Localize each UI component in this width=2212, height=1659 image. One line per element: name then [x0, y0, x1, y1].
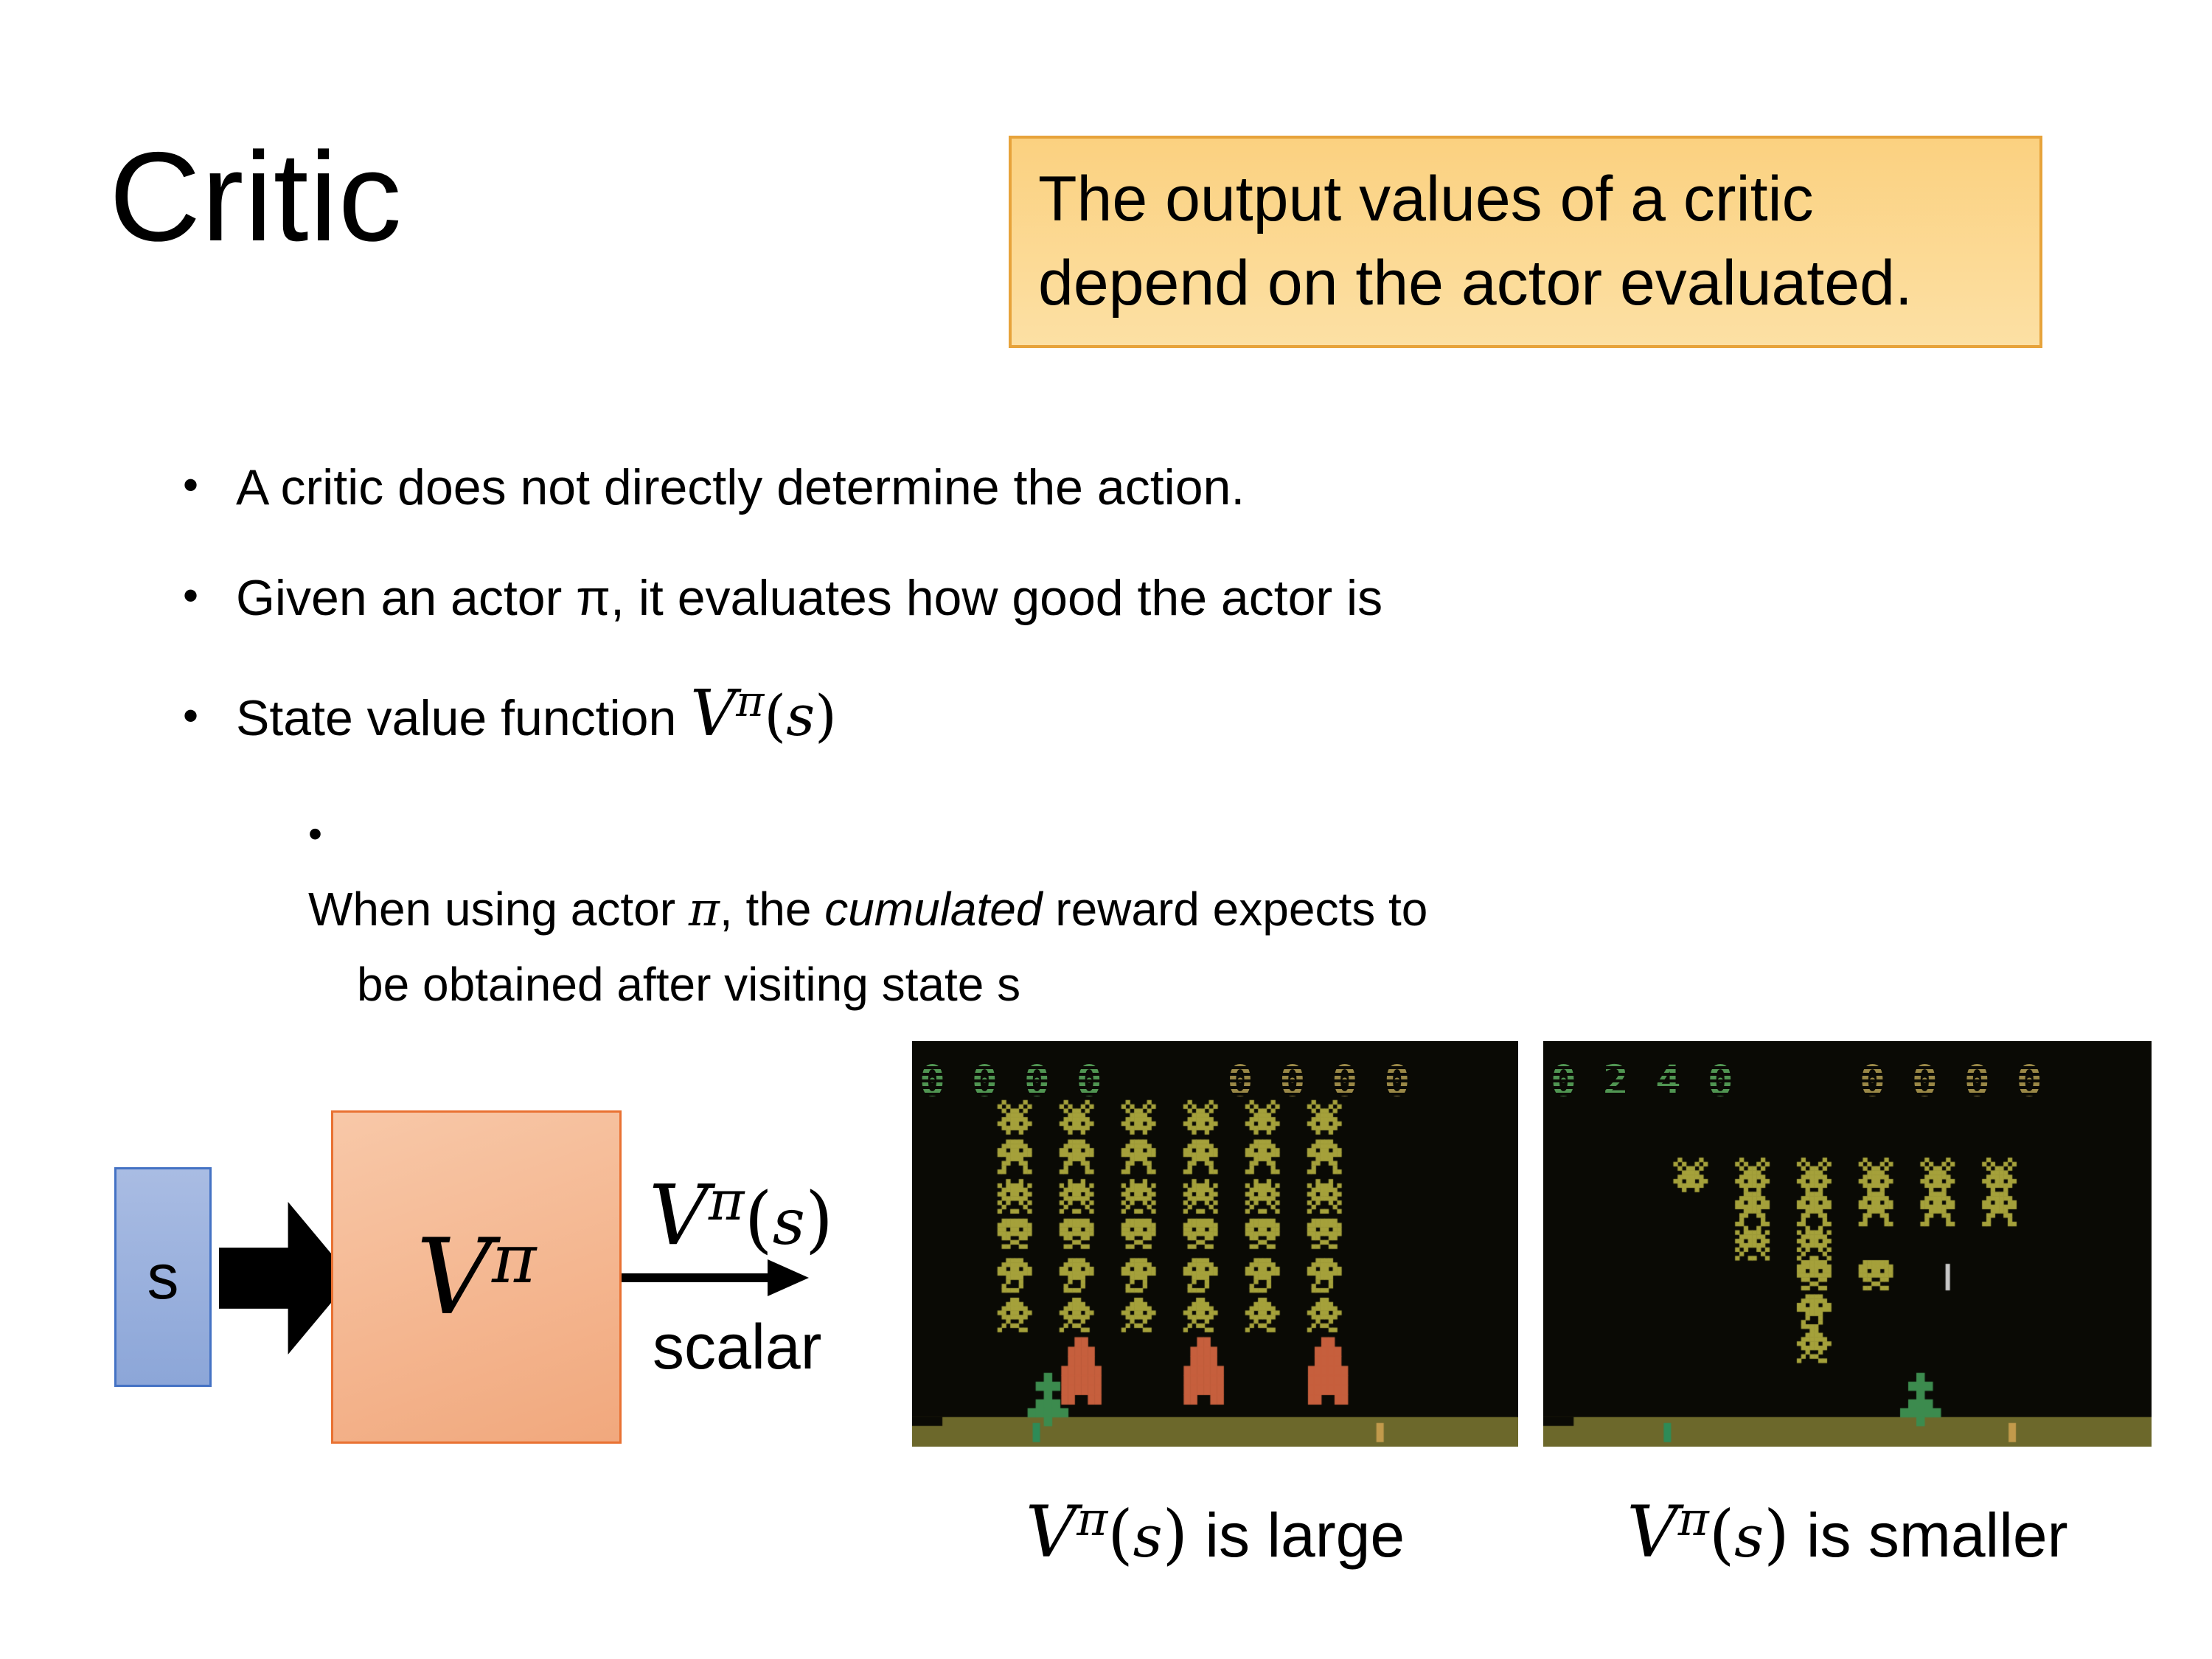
bullet-item-3: • State value function Vπ(s) [183, 675, 2070, 751]
callout-line-1: The output values of a critic [1038, 164, 1814, 234]
sub-text-italic: cumulated [824, 883, 1043, 936]
math-pi-sup: π [708, 1169, 745, 1233]
math-v: V [416, 1216, 493, 1338]
math-s: s [1133, 1504, 1163, 1571]
game-screen-small-value: 0240 0000 [1543, 1041, 2152, 1447]
bullet-text: Given an actor π, it evaluates how good … [236, 570, 1383, 626]
state-label: s [147, 1241, 179, 1312]
math-s: s [772, 1186, 805, 1259]
math-paren: ( [764, 683, 787, 748]
math-v: V [690, 677, 737, 751]
page-title: Critic [109, 126, 403, 268]
math-paren: ( [1708, 1496, 1735, 1572]
caption-text: is smaller [1789, 1500, 2068, 1570]
math-paren: ) [1764, 1496, 1790, 1572]
scalar-label: scalar [653, 1312, 822, 1382]
bullet-text: State value function [236, 690, 691, 746]
math-paren: ( [1107, 1496, 1133, 1572]
math-paren: ( [744, 1178, 773, 1262]
sub-bullet-item: • When using actor π, the cumulated rewar… [308, 798, 1458, 1022]
sub-text: , the [719, 883, 825, 936]
space-invaders-screen [912, 1041, 1518, 1447]
bullet-item-1: • A critic does not directly determine th… [183, 459, 2070, 516]
bullet-item-2: • Given an actor π, it evaluates how good… [183, 569, 2070, 627]
math-paren: ) [815, 683, 837, 748]
math-pi: π [688, 883, 720, 938]
bullet-marker: • [183, 691, 199, 740]
math-v: V [1627, 1491, 1678, 1573]
math-paren: ) [1162, 1496, 1188, 1572]
score-opponent: 0000 [1227, 1056, 1437, 1106]
value-function-box: Vπ [331, 1110, 622, 1444]
sub-bullet-line-2: be obtained after visiting state s [357, 958, 1021, 1012]
caption-large: Vπ(s) is large [912, 1491, 1518, 1573]
callout-box: The output values of a critic depend on … [1009, 136, 2042, 348]
bullet-text: A critic does not directly determine the… [236, 459, 1245, 515]
value-function-label: Vπ [416, 1217, 536, 1338]
bullet-marker: • [183, 460, 199, 509]
output-arrow-icon [622, 1259, 809, 1296]
sub-bullet-line-1: • When using actor π, the cumulated rewar… [308, 798, 1458, 947]
math-s: s [1734, 1504, 1764, 1571]
bullet-marker: • [183, 571, 199, 620]
bullet-marker: • [308, 812, 322, 856]
math-pi-sup: π [1077, 1492, 1108, 1548]
sub-text: When using actor [308, 883, 689, 936]
space-invaders-screen [1543, 1041, 2152, 1447]
math-paren: ) [804, 1178, 834, 1262]
math-v: V [649, 1168, 709, 1264]
callout-line-2: depend on the actor evaluated. [1038, 247, 1913, 319]
sub-text: reward expects to [1042, 883, 1428, 936]
score-opponent: 0000 [1860, 1056, 2069, 1106]
math-pi-sup: π [736, 675, 765, 726]
math-pi-sup: π [492, 1220, 537, 1299]
math-pi-sup: π [1677, 1492, 1709, 1548]
game-screen-large-value: 0000 0000 [912, 1041, 1518, 1447]
caption-text: is large [1187, 1500, 1405, 1570]
score-player: 0000 [919, 1056, 1129, 1106]
math-s: s [786, 683, 815, 748]
math-v: V [1025, 1491, 1077, 1573]
score-player: 0240 [1551, 1056, 1760, 1106]
state-input-box: s [114, 1167, 212, 1387]
caption-smaller: Vπ(s) is smaller [1543, 1491, 2152, 1573]
output-value-label: Vπ(s) [649, 1168, 833, 1264]
